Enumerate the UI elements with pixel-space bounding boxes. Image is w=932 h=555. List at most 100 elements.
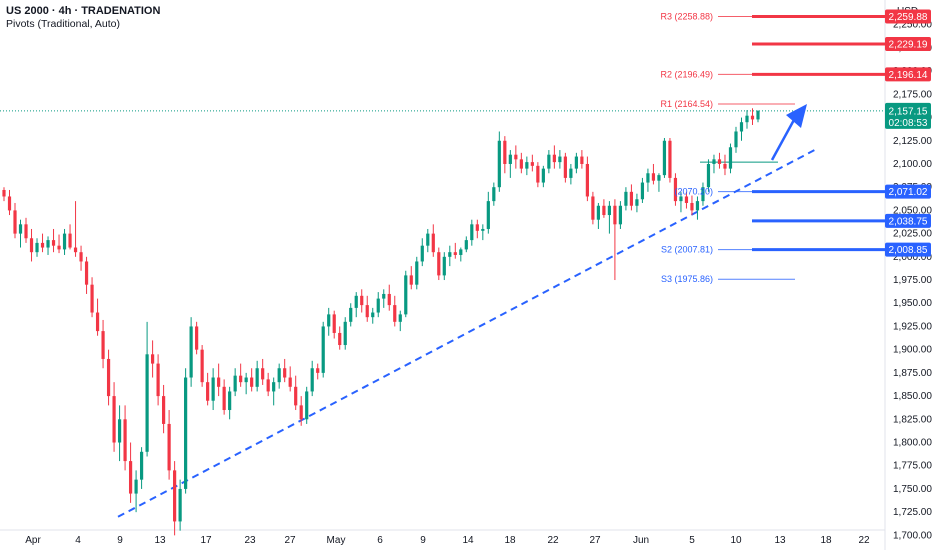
candle-body [503, 140, 507, 164]
candle-body [442, 256, 446, 276]
candle-body [123, 419, 127, 462]
y-tick-label: 1,975.00 [893, 275, 932, 286]
x-tick-label: 27 [589, 535, 601, 546]
pivot-label-r1: R1 (2164.54) [660, 99, 713, 109]
x-tick-label: 13 [774, 535, 786, 546]
y-tick-label: 1,775.00 [893, 461, 932, 472]
candle-body [475, 224, 479, 231]
candle-body [437, 252, 441, 276]
arrow-shaft [770, 117, 797, 161]
candle-body [657, 175, 661, 181]
y-tick-label: 2,000.00 [893, 252, 932, 263]
candle-body [145, 354, 149, 452]
candle-body [101, 331, 105, 359]
candle-body [552, 154, 556, 163]
candle-body [217, 377, 221, 387]
level-r2-tag [885, 67, 931, 82]
x-tick-label: 14 [462, 535, 474, 546]
candle-body [662, 140, 667, 176]
candle-body [591, 196, 595, 220]
x-tick-label: 23 [244, 535, 256, 546]
candle-body [189, 326, 193, 378]
candle-body [90, 284, 94, 313]
candle-body [343, 321, 347, 346]
candle-body [508, 154, 512, 164]
level-r3-tag [885, 9, 931, 24]
candle-body [618, 205, 623, 225]
x-tick-label: 9 [420, 535, 426, 546]
candle-body [68, 233, 72, 248]
y-tick-label: 2,175.00 [893, 89, 932, 100]
y-tick-label: 2,050.00 [893, 205, 932, 216]
candle-body [117, 419, 122, 443]
y-tick-label: 1,800.00 [893, 438, 932, 449]
x-tick-label: 22 [858, 535, 870, 546]
candle-body [541, 168, 545, 183]
candle-body [360, 295, 364, 306]
candle-body [354, 295, 358, 308]
candle-body [294, 386, 298, 406]
candle-body [376, 298, 380, 313]
candle-body [84, 261, 89, 285]
x-tick-label: 5 [689, 535, 695, 546]
y-tick-label: 2,250.00 [893, 20, 932, 31]
pivot-label-p: (2070.20) [674, 187, 713, 197]
candle-body [453, 252, 457, 255]
candle-body [607, 205, 612, 216]
level-extra-0-tag-label: 2,229.19 [889, 40, 928, 51]
y-tick-label: 1,900.00 [893, 345, 932, 356]
pivot-label-s3: S3 (1975.86) [661, 274, 713, 284]
candle-body [305, 391, 309, 420]
x-tick-label: 6 [377, 535, 383, 546]
candle-body [580, 156, 584, 164]
x-tick-label: 17 [200, 535, 212, 546]
candle-body [558, 156, 562, 163]
candle-body [635, 199, 639, 206]
pivot-label-r2: R2 (2196.49) [660, 69, 713, 79]
candle-body [184, 377, 188, 489]
level-s2-tag [885, 242, 931, 257]
candle-body [745, 115, 749, 123]
candle-body [563, 156, 567, 178]
candle-body [750, 115, 755, 120]
x-tick-label: 4 [75, 535, 81, 546]
candle-body [206, 382, 210, 401]
y-tick-label: 1,825.00 [893, 414, 932, 425]
x-tick-label: 18 [820, 535, 832, 546]
candle-body [35, 242, 39, 253]
candle-body [690, 202, 694, 211]
y-tick-label: 1,925.00 [893, 321, 932, 332]
candle-body [272, 382, 276, 392]
candle-body [62, 233, 67, 250]
pivot-label-s2: S2 (2007.81) [661, 245, 713, 255]
level-extra-0-tag [885, 37, 931, 52]
candle-body [486, 201, 490, 229]
pivot-label-r3: R3 (2258.88) [660, 11, 713, 21]
price-axis [885, 0, 932, 550]
candle-body [651, 173, 656, 181]
candle-body [51, 240, 56, 246]
candle-body [409, 275, 413, 285]
candle-body [244, 377, 248, 383]
candle-body [316, 368, 320, 373]
candle-body [481, 228, 485, 231]
candle-body [24, 224, 28, 239]
candle-body [7, 196, 12, 211]
candle-body [646, 173, 650, 183]
y-tick-label: 1,950.00 [893, 298, 932, 309]
candle-body [629, 191, 634, 206]
current-price-label: 2,157.15 [889, 106, 928, 117]
x-tick-label: May [327, 535, 346, 546]
x-tick-label: Apr [25, 535, 41, 546]
candle-body [255, 368, 259, 387]
candle-body [574, 156, 578, 169]
candle-body [497, 140, 501, 188]
candle-body [134, 479, 138, 494]
candle-body [29, 238, 34, 253]
candle-body [310, 368, 314, 392]
candle-body [459, 249, 463, 255]
candle-body [525, 162, 529, 169]
candle-body [349, 307, 353, 322]
